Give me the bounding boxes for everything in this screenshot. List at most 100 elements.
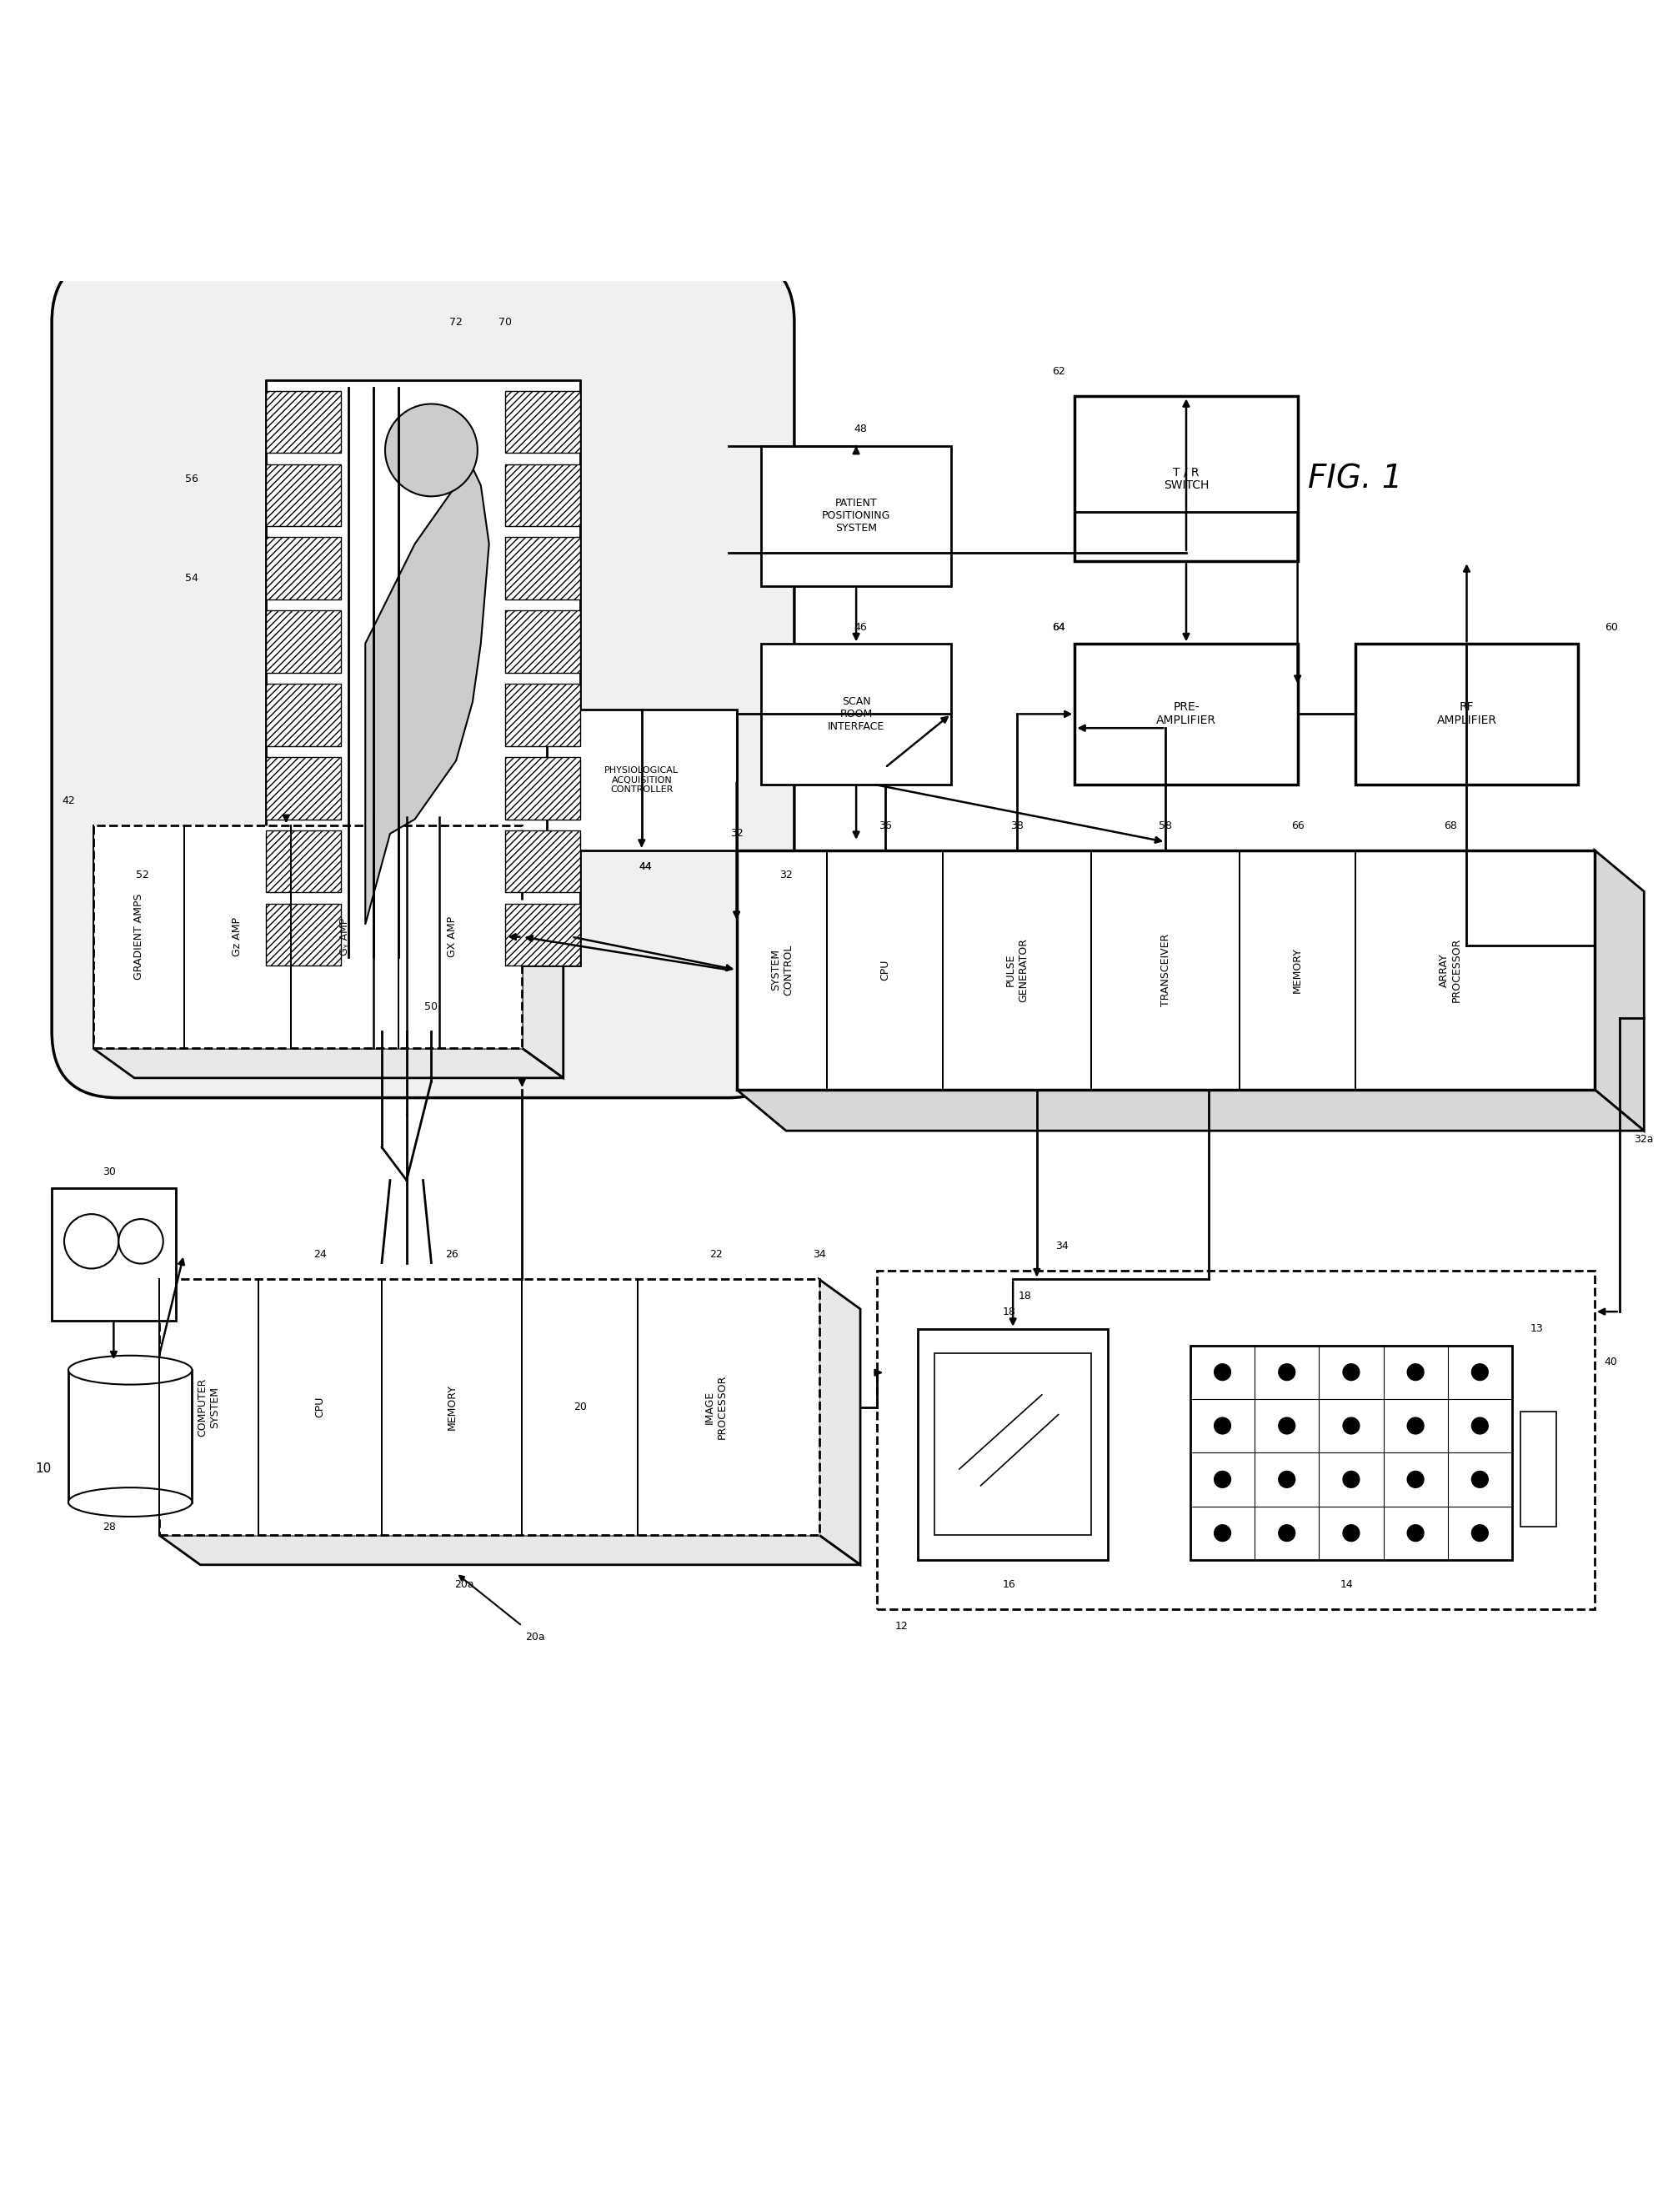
Circle shape xyxy=(385,405,478,495)
Text: Gᵧ AMP: Gᵧ AMP xyxy=(340,918,350,956)
FancyBboxPatch shape xyxy=(761,644,952,785)
Text: 16: 16 xyxy=(1001,1579,1015,1590)
FancyBboxPatch shape xyxy=(935,1354,1091,1535)
Text: 30: 30 xyxy=(103,1166,116,1177)
FancyBboxPatch shape xyxy=(506,757,580,818)
Text: 72: 72 xyxy=(449,316,463,327)
FancyBboxPatch shape xyxy=(68,1369,192,1502)
Text: 26: 26 xyxy=(446,1250,459,1261)
Polygon shape xyxy=(819,1279,861,1564)
Text: 36: 36 xyxy=(879,821,892,832)
Polygon shape xyxy=(1595,849,1645,1130)
Text: 28: 28 xyxy=(103,1522,116,1533)
FancyBboxPatch shape xyxy=(506,392,580,453)
Circle shape xyxy=(1408,1418,1424,1433)
Text: COMPUTER
SYSTEM: COMPUTER SYSTEM xyxy=(197,1378,221,1436)
Text: Gᴢ AMP: Gᴢ AMP xyxy=(232,918,242,956)
Polygon shape xyxy=(522,825,564,1077)
FancyBboxPatch shape xyxy=(267,392,340,453)
Circle shape xyxy=(1472,1524,1489,1542)
Text: 10: 10 xyxy=(35,1462,51,1475)
Text: PRE-
AMPLIFIER: PRE- AMPLIFIER xyxy=(1156,701,1217,726)
Circle shape xyxy=(1408,1365,1424,1380)
Circle shape xyxy=(1472,1418,1489,1433)
Text: 13: 13 xyxy=(1530,1323,1544,1334)
Circle shape xyxy=(119,1219,162,1263)
Text: 18: 18 xyxy=(1001,1307,1015,1318)
FancyBboxPatch shape xyxy=(267,757,340,818)
FancyBboxPatch shape xyxy=(547,710,736,849)
FancyBboxPatch shape xyxy=(919,1329,1108,1559)
Text: 56: 56 xyxy=(186,473,199,484)
Circle shape xyxy=(1343,1418,1360,1433)
Circle shape xyxy=(1214,1365,1230,1380)
Text: 44: 44 xyxy=(640,860,652,872)
Ellipse shape xyxy=(68,1486,192,1517)
FancyBboxPatch shape xyxy=(267,902,340,967)
Text: 22: 22 xyxy=(710,1250,723,1261)
Circle shape xyxy=(1343,1524,1360,1542)
FancyBboxPatch shape xyxy=(761,447,952,586)
Text: IMAGE
PROCESSOR: IMAGE PROCESSOR xyxy=(705,1376,728,1440)
Text: PATIENT
POSITIONING
SYSTEM: PATIENT POSITIONING SYSTEM xyxy=(822,498,890,533)
Text: MEMORY: MEMORY xyxy=(1292,947,1303,993)
Text: 64: 64 xyxy=(1051,622,1064,633)
Text: PULSE
GENERATOR: PULSE GENERATOR xyxy=(1005,938,1028,1002)
Text: CPU: CPU xyxy=(880,960,890,980)
Text: 34: 34 xyxy=(1054,1241,1068,1252)
FancyBboxPatch shape xyxy=(506,830,580,891)
Text: RF
AMPLIFIER: RF AMPLIFIER xyxy=(1437,701,1497,726)
FancyBboxPatch shape xyxy=(506,684,580,745)
Polygon shape xyxy=(736,1091,1645,1130)
FancyBboxPatch shape xyxy=(93,825,522,1048)
Text: 68: 68 xyxy=(1444,821,1457,832)
Text: 32: 32 xyxy=(730,827,743,838)
Text: 42: 42 xyxy=(61,796,75,805)
FancyBboxPatch shape xyxy=(506,902,580,967)
FancyBboxPatch shape xyxy=(506,538,580,599)
FancyBboxPatch shape xyxy=(159,1279,819,1535)
Text: 62: 62 xyxy=(1051,367,1064,376)
Text: 32a: 32a xyxy=(1635,1133,1655,1144)
Text: 70: 70 xyxy=(499,316,512,327)
FancyBboxPatch shape xyxy=(1074,644,1298,785)
FancyBboxPatch shape xyxy=(506,465,580,526)
FancyBboxPatch shape xyxy=(267,830,340,891)
Text: GΧ AMP: GΧ AMP xyxy=(446,916,458,958)
Circle shape xyxy=(1278,1471,1295,1489)
FancyBboxPatch shape xyxy=(267,684,340,745)
Circle shape xyxy=(1278,1524,1295,1542)
FancyBboxPatch shape xyxy=(267,538,340,599)
Text: ARRAY
PROCESSOR: ARRAY PROCESSOR xyxy=(1439,938,1462,1002)
Circle shape xyxy=(1278,1365,1295,1380)
Text: 50: 50 xyxy=(424,1002,438,1013)
Text: 46: 46 xyxy=(854,622,867,633)
Text: 20: 20 xyxy=(574,1402,587,1413)
Text: MEMORY: MEMORY xyxy=(446,1385,458,1431)
Text: 34: 34 xyxy=(812,1250,826,1261)
FancyBboxPatch shape xyxy=(1074,396,1298,562)
Text: GRADIENT AMPS: GRADIENT AMPS xyxy=(133,894,144,980)
Text: 52: 52 xyxy=(136,869,149,880)
Text: 24: 24 xyxy=(313,1250,327,1261)
Text: 38: 38 xyxy=(1010,821,1023,832)
Text: 12: 12 xyxy=(895,1621,909,1630)
FancyBboxPatch shape xyxy=(1190,1345,1512,1559)
Circle shape xyxy=(1214,1471,1230,1489)
Polygon shape xyxy=(159,1535,861,1564)
FancyBboxPatch shape xyxy=(1355,644,1578,785)
Circle shape xyxy=(1472,1365,1489,1380)
Text: T / R
SWITCH: T / R SWITCH xyxy=(1164,467,1209,491)
FancyBboxPatch shape xyxy=(267,380,580,967)
Text: FIG. 1: FIG. 1 xyxy=(1308,462,1403,495)
Ellipse shape xyxy=(68,1356,192,1385)
Circle shape xyxy=(1214,1418,1230,1433)
FancyBboxPatch shape xyxy=(51,257,794,1097)
Circle shape xyxy=(1408,1524,1424,1542)
Text: 18: 18 xyxy=(1018,1290,1031,1301)
Text: 54: 54 xyxy=(186,573,199,584)
Text: 44: 44 xyxy=(640,860,652,872)
Text: 64: 64 xyxy=(1051,622,1064,633)
FancyBboxPatch shape xyxy=(736,849,1595,1091)
Text: 20a: 20a xyxy=(454,1579,474,1590)
